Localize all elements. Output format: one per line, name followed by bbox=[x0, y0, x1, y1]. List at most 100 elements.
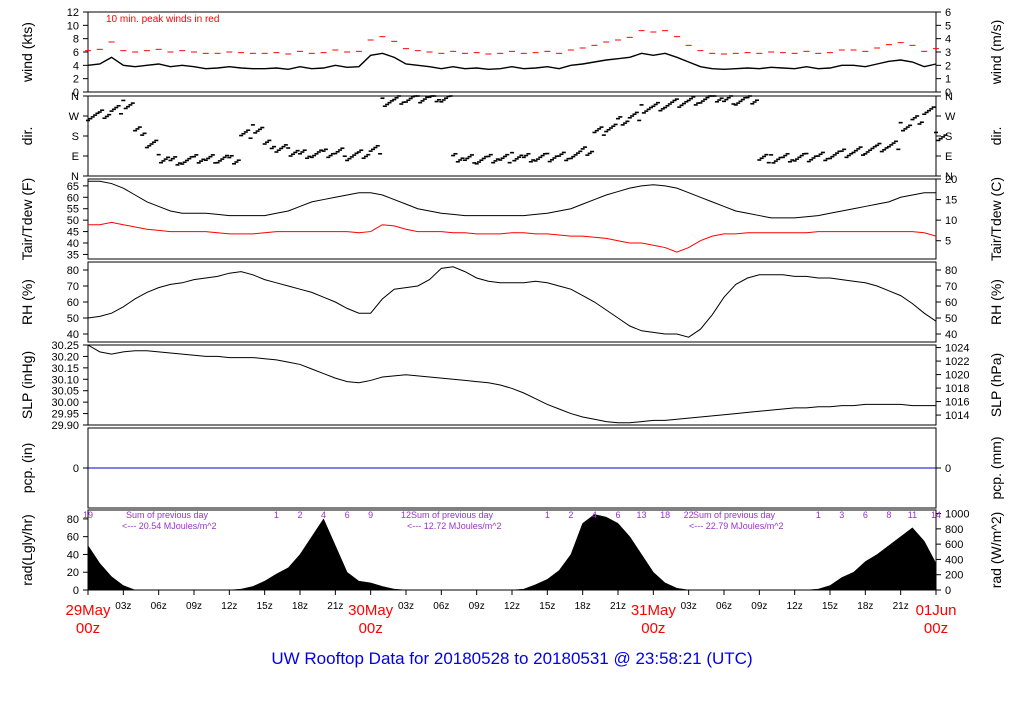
temp-left-tick-label: 60 bbox=[67, 192, 79, 204]
dir-wind-direction-point bbox=[159, 161, 164, 164]
dir-wind-direction-point bbox=[811, 157, 816, 159]
dir-wind-direction-point bbox=[253, 132, 258, 134]
dir-wind-direction-point bbox=[809, 158, 814, 161]
dir-wind-direction-point bbox=[484, 155, 489, 158]
dir-right-tick-label: E bbox=[945, 151, 952, 163]
slp-right-tick-label: 1018 bbox=[945, 383, 969, 395]
dir-wind-direction-point bbox=[533, 160, 538, 162]
slp-right-tick-label: 1024 bbox=[945, 343, 969, 355]
dir-wind-direction-point bbox=[924, 111, 929, 114]
dir-wind-direction-point bbox=[220, 158, 225, 160]
dir-wind-direction-point bbox=[401, 101, 406, 104]
dir-wind-direction-point bbox=[257, 128, 262, 131]
rad-hour-label: 12 bbox=[401, 510, 411, 520]
dir-wind-direction-point bbox=[773, 160, 778, 162]
dir-wind-direction-point bbox=[670, 101, 675, 104]
dir-wind-direction-point bbox=[806, 160, 811, 163]
rad-left-tick-label: 0 bbox=[73, 585, 79, 597]
rad-daily-sum-title: Sum of previous day bbox=[126, 510, 209, 520]
dir-wind-direction-point bbox=[535, 158, 540, 160]
dir-wind-direction-point bbox=[891, 142, 896, 144]
dir-wind-direction-point bbox=[387, 101, 392, 104]
dir-wind-direction-point bbox=[719, 97, 724, 100]
rad-right-tick-label: 800 bbox=[945, 524, 963, 536]
dir-wind-direction-point bbox=[481, 157, 486, 160]
dir-wind-direction-point bbox=[276, 149, 281, 152]
dir-wind-direction-point bbox=[882, 148, 887, 151]
dir-wind-direction-point bbox=[279, 147, 284, 150]
dir-wind-direction-point bbox=[872, 145, 877, 148]
dir-frame bbox=[87, 95, 937, 177]
dir-wind-direction-point bbox=[903, 128, 908, 130]
dir-wind-direction-point bbox=[517, 156, 522, 158]
dir-wind-direction-point bbox=[712, 95, 717, 97]
slp-left-tick-label: 30.10 bbox=[51, 374, 79, 386]
dir-wind-direction-point bbox=[604, 130, 609, 133]
dir-wind-direction-point bbox=[126, 105, 131, 108]
x-tick-label: 03z bbox=[398, 601, 414, 612]
dir-wind-direction-point bbox=[540, 154, 545, 157]
temp-left-tick-label: 45 bbox=[67, 227, 79, 239]
dir-wind-direction-point bbox=[137, 126, 142, 128]
dir-wind-direction-point bbox=[912, 116, 917, 119]
rh-right-tick-label: 60 bbox=[945, 297, 957, 309]
dir-wind-direction-point bbox=[689, 97, 694, 100]
dir-wind-direction-point bbox=[498, 159, 503, 161]
temp-tair-line bbox=[88, 180, 936, 219]
dir-wind-direction-point bbox=[575, 152, 580, 154]
dir-wind-direction-point bbox=[474, 162, 479, 165]
dir-wind-direction-point bbox=[107, 113, 112, 116]
dir-wind-direction-point bbox=[156, 153, 161, 156]
dir-wind-direction-point bbox=[740, 98, 745, 101]
dir-wind-direction-point bbox=[180, 163, 185, 165]
temp-right-tick-label: 20 bbox=[945, 174, 957, 186]
temp-left-tick-label: 55 bbox=[67, 204, 79, 216]
dir-wind-direction-point bbox=[849, 152, 854, 155]
x-tick-label: 18z bbox=[575, 601, 591, 612]
dir-wind-direction-point bbox=[919, 121, 924, 124]
dir-wind-direction-point bbox=[646, 108, 651, 111]
x-tick-label: 06z bbox=[433, 601, 449, 612]
dir-wind-direction-point bbox=[255, 130, 260, 132]
dir-wind-direction-point bbox=[656, 101, 661, 104]
dir-wind-direction-point bbox=[663, 106, 668, 109]
rad-daily-sum-title: Sum of previous day bbox=[693, 510, 776, 520]
dir-wind-direction-point bbox=[210, 154, 215, 156]
dir-wind-direction-point bbox=[206, 157, 211, 160]
dir-wind-direction-point bbox=[469, 154, 474, 156]
dir-wind-direction-point bbox=[111, 108, 116, 111]
dir-wind-direction-point bbox=[300, 151, 305, 153]
dir-wind-direction-point bbox=[173, 156, 178, 158]
rad-daily-sum-value: <--- 12.72 MJoules/m^2 bbox=[407, 521, 502, 531]
dir-wind-direction-point bbox=[260, 126, 265, 129]
x-tick-label: 06z bbox=[151, 601, 167, 612]
dir-wind-direction-point bbox=[792, 160, 797, 162]
rad-hour-label: 19 bbox=[83, 510, 93, 520]
x-tick-label: 03z bbox=[681, 601, 697, 612]
dir-wind-direction-point bbox=[526, 152, 531, 155]
dir-wind-direction-point bbox=[851, 151, 856, 154]
dir-right-tick-label: N bbox=[945, 171, 953, 183]
x-day-label: 31May bbox=[631, 602, 677, 619]
dir-left-tick-label: N bbox=[71, 91, 79, 103]
dir-wind-direction-point bbox=[399, 103, 404, 105]
dir-wind-direction-point bbox=[239, 134, 244, 137]
slp-slp-line bbox=[87, 344, 936, 424]
wind-right-tick-label: 2 bbox=[945, 60, 951, 72]
dir-wind-direction-point bbox=[705, 96, 710, 99]
wind-right-tick-label: 6 bbox=[945, 7, 951, 19]
dir-wind-direction-point bbox=[651, 105, 656, 108]
rh-left-tick-label: 80 bbox=[67, 265, 79, 277]
dir-wind-direction-point bbox=[665, 104, 670, 107]
dir-wind-direction-point bbox=[290, 153, 295, 156]
dir-wind-direction-point bbox=[224, 154, 229, 157]
dir-wind-direction-point bbox=[868, 149, 873, 152]
dir-wind-direction-point bbox=[797, 156, 802, 159]
dir-wind-direction-point bbox=[825, 157, 830, 160]
dir-wind-direction-point bbox=[538, 156, 543, 159]
dir-wind-direction-point bbox=[340, 147, 345, 150]
dir-wind-direction-point bbox=[93, 114, 98, 116]
dir-wind-direction-point bbox=[114, 106, 119, 109]
